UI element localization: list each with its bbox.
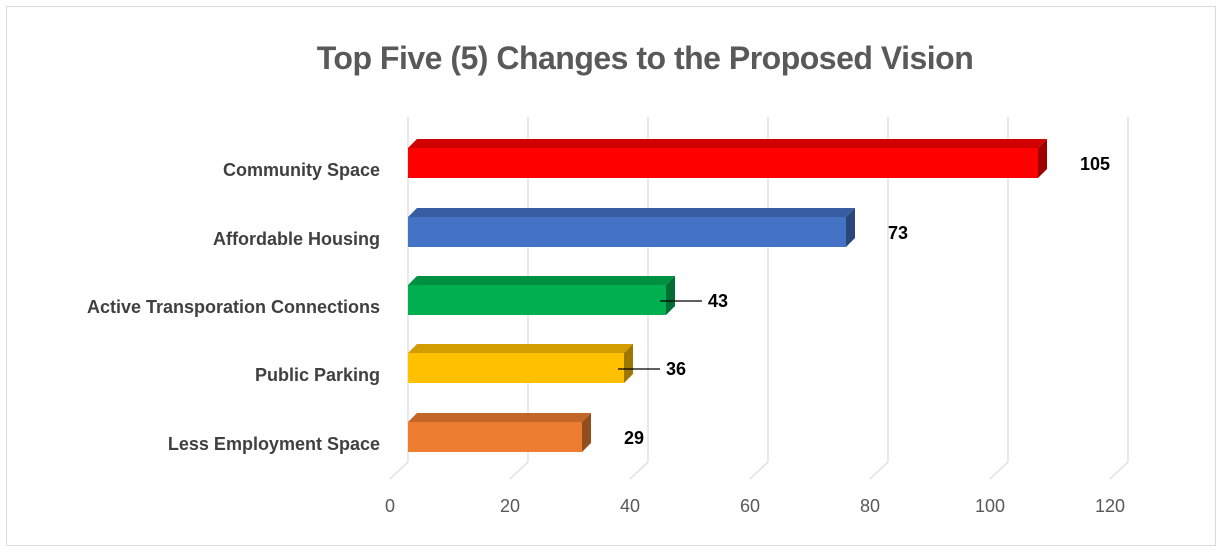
category-label: Affordable Housing [213, 229, 380, 249]
bar-top [408, 139, 1047, 148]
bar-top [408, 344, 633, 353]
category-label: Community Space [223, 160, 380, 180]
gridline-floor [389, 461, 409, 480]
gridline-floor [629, 461, 649, 480]
data-label: 105 [1080, 154, 1110, 174]
gridline-floor [1109, 461, 1129, 480]
category-label: Public Parking [255, 365, 380, 385]
x-tick-label: 100 [975, 496, 1005, 516]
x-tick-label: 80 [860, 496, 880, 516]
bar-community-space [408, 139, 1047, 178]
bar-end [666, 276, 675, 315]
bar-affordable-housing [408, 208, 855, 247]
bar-end [1038, 139, 1047, 178]
bar-front [408, 285, 666, 315]
bar-end [582, 413, 591, 452]
bar-active-transporation-connections [408, 276, 675, 315]
bar-public-parking [408, 344, 633, 383]
x-tick-label: 60 [740, 496, 760, 516]
data-label: 29 [624, 428, 644, 448]
bar-top [408, 276, 675, 285]
gridline-floor [749, 461, 769, 480]
bar-front [408, 148, 1038, 178]
gridline-floor [989, 461, 1009, 480]
bar-front [408, 422, 582, 452]
bar-front [408, 353, 624, 383]
data-label: 43 [708, 291, 728, 311]
bar-less-employment-space [408, 413, 591, 452]
x-tick-label: 20 [500, 496, 520, 516]
bar-end [846, 208, 855, 247]
x-tick-label: 0 [385, 496, 395, 516]
category-label: Active Transporation Connections [87, 297, 380, 317]
x-tick-label: 120 [1095, 496, 1125, 516]
bar-front [408, 217, 846, 247]
gridline-floor [509, 461, 529, 480]
chart-title: Top Five (5) Changes to the Proposed Vis… [316, 40, 974, 76]
gridline-floor [869, 461, 889, 480]
x-tick-label: 40 [620, 496, 640, 516]
data-label: 73 [888, 223, 908, 243]
data-label: 36 [666, 359, 686, 379]
bar-top [408, 413, 591, 422]
bar-end [624, 344, 633, 383]
bar-top [408, 208, 855, 217]
category-label: Less Employment Space [168, 434, 380, 454]
